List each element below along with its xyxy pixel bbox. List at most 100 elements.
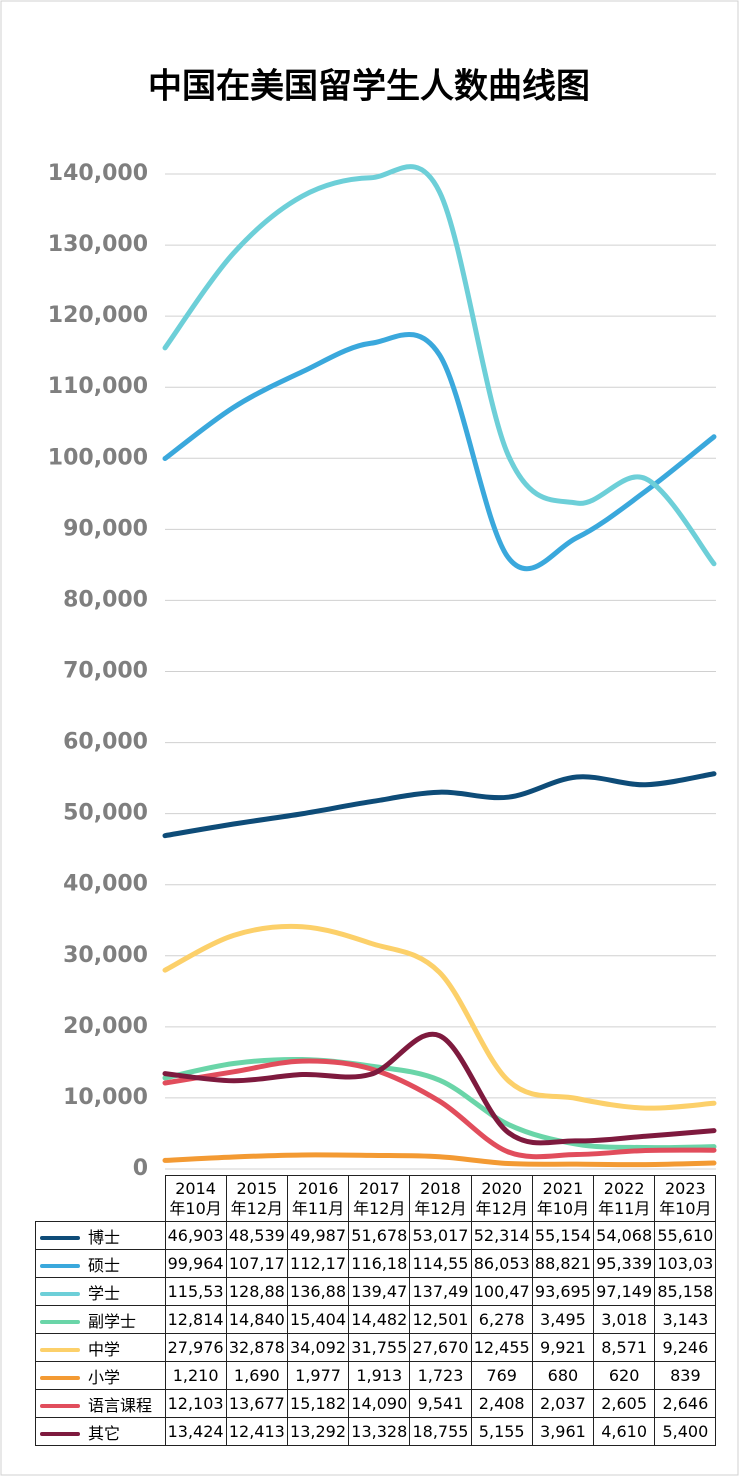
data-label: 93,695 [531, 1277, 595, 1306]
data-label: 1,723 [409, 1361, 472, 1390]
data-row: 其它 13,424 12,413 13,292 13,328 18,755 5,155 3,9… [35, 1417, 717, 1446]
legend-entry: 其它 [35, 1417, 166, 1446]
x-tick-label: 2017 年12月 [348, 1175, 411, 1222]
data-label: 3,143 [654, 1305, 717, 1334]
data-label: 52,314 [470, 1221, 533, 1250]
data-label: 680 [531, 1361, 595, 1390]
y-tick-label: 100,000 [48, 445, 148, 470]
legend-entry: 博士 [35, 1221, 166, 1250]
data-label: 14,840 [225, 1305, 288, 1334]
legend-swatch [40, 1236, 80, 1240]
data-label: 112,17 [286, 1249, 350, 1278]
y-tick-label: 0 [133, 1156, 148, 1181]
data-label: 9,921 [531, 1333, 595, 1362]
data-label: 136,88 [286, 1277, 350, 1306]
data-label: 769 [470, 1361, 533, 1390]
legend-swatch [40, 1320, 80, 1324]
data-row: 学士 115,53 128,88 136,88 139,47 137,49 100,47 93… [35, 1277, 717, 1306]
header-row: 2014 年10月 2015 年12月 2016 年11月 2017 年12月 2018… [36, 1175, 717, 1222]
legend-entry: 小学 [35, 1361, 166, 1390]
legend-swatch [40, 1376, 80, 1380]
data-label: 53,017 [409, 1221, 472, 1250]
series-line [162, 1058, 717, 1160]
series-line [162, 1056, 717, 1151]
y-tick-label: 140,000 [48, 161, 148, 186]
legend-label: 小学 [88, 1367, 121, 1387]
data-label: 85,158 [654, 1277, 717, 1306]
data-label: 3,495 [531, 1305, 595, 1334]
legend-entry: 副学士 [35, 1305, 166, 1334]
data-label: 14,090 [348, 1389, 411, 1418]
data-label: 31,755 [348, 1333, 411, 1362]
data-table: 2014 年10月 2015 年12月 2016 年11月 2017 年12月 2018… [35, 1175, 717, 1446]
data-label: 9,246 [654, 1333, 717, 1362]
x-tick-label: 2015 年12月 [225, 1175, 288, 1222]
data-row: 小学 1,210 1,690 1,977 1,913 1,723 769 680 620 839 [35, 1361, 717, 1390]
data-label: 12,814 [164, 1305, 227, 1334]
data-label: 15,404 [286, 1305, 350, 1334]
legend-entry: 中学 [35, 1333, 166, 1362]
legend-label: 语言课程 [88, 1395, 153, 1415]
data-label: 8,571 [593, 1333, 656, 1362]
y-tick-label: 70,000 [63, 659, 148, 684]
data-label: 12,103 [164, 1389, 227, 1418]
data-label: 1,210 [164, 1361, 227, 1390]
data-label: 34,092 [286, 1333, 350, 1362]
data-label: 1,690 [225, 1361, 288, 1390]
blank-cell [36, 1176, 166, 1222]
series-line [162, 771, 717, 839]
data-label: 839 [654, 1361, 717, 1390]
legend-swatch [40, 1264, 80, 1268]
series-line [162, 923, 717, 1111]
data-label: 49,987 [286, 1221, 350, 1250]
data-label: 51,678 [348, 1221, 411, 1250]
y-tick-label: 30,000 [63, 943, 148, 968]
y-tick-label: 90,000 [63, 516, 148, 541]
data-label: 6,278 [470, 1305, 533, 1334]
y-tick-label: 120,000 [48, 303, 148, 328]
data-label: 128,88 [225, 1277, 288, 1306]
data-label: 15,182 [286, 1389, 350, 1418]
x-tick-label: 2021 年10月 [531, 1175, 595, 1222]
legend-swatch [40, 1404, 80, 1408]
data-label: 32,878 [225, 1333, 288, 1362]
x-tick-label: 2022 年11月 [593, 1175, 656, 1222]
data-label: 100,47 [470, 1277, 533, 1306]
data-label: 13,328 [348, 1417, 411, 1446]
legend-swatch [40, 1432, 80, 1436]
y-tick-label: 130,000 [48, 232, 148, 257]
data-label: 115,53 [164, 1277, 227, 1306]
data-row: 中学 27,976 32,878 34,092 31,755 27,670 12,455 9,… [35, 1333, 717, 1362]
data-label: 139,47 [348, 1277, 411, 1306]
legend-swatch [40, 1292, 80, 1296]
legend-label: 学士 [88, 1283, 121, 1303]
data-label: 12,455 [470, 1333, 533, 1362]
data-label: 3,961 [531, 1417, 595, 1446]
data-label: 13,292 [286, 1417, 350, 1446]
data-label: 107,17 [225, 1249, 288, 1278]
data-label: 620 [593, 1361, 656, 1390]
data-label: 18,755 [409, 1417, 472, 1446]
legend-entry: 语言课程 [35, 1389, 166, 1418]
data-label: 55,610 [654, 1221, 717, 1250]
data-label: 12,501 [409, 1305, 472, 1334]
y-tick-label: 50,000 [63, 801, 148, 826]
data-label: 48,539 [225, 1221, 288, 1250]
data-label: 3,018 [593, 1305, 656, 1334]
legend-entry: 硕士 [35, 1249, 166, 1278]
legend-label: 其它 [88, 1423, 121, 1443]
data-label: 86,053 [470, 1249, 533, 1278]
data-label: 46,903 [164, 1221, 227, 1250]
data-label: 1,977 [286, 1361, 350, 1390]
legend-label: 硕士 [88, 1255, 121, 1275]
data-label: 13,424 [164, 1417, 227, 1446]
data-label: 27,670 [409, 1333, 472, 1362]
legend-swatch [40, 1348, 80, 1352]
legend-label: 博士 [88, 1227, 121, 1247]
data-label: 88,821 [531, 1249, 595, 1278]
data-label: 9,541 [409, 1389, 472, 1418]
data-label: 95,339 [593, 1249, 656, 1278]
